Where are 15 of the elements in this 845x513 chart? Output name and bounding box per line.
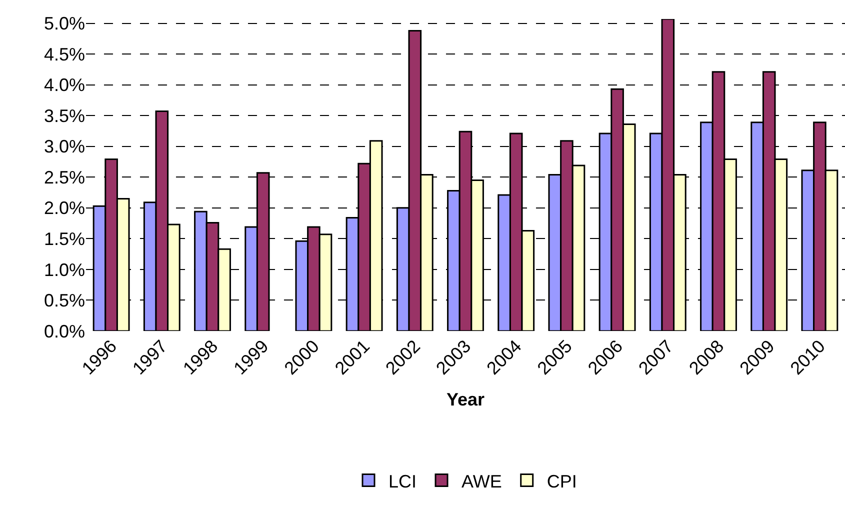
- y-tick-label: 5.0%: [44, 14, 85, 34]
- y-tick-label: 1.0%: [44, 260, 85, 280]
- y-tick-label: 0.0%: [44, 321, 85, 342]
- y-tick-label: 4.5%: [44, 44, 85, 64]
- x-axis-title: Year: [446, 390, 485, 410]
- legend-label: AWE: [462, 471, 502, 492]
- y-tick-label: 2.5%: [44, 167, 85, 188]
- y-tick-label: 1.5%: [44, 228, 85, 249]
- legend-label: CPI: [546, 471, 577, 492]
- y-tick-label: 4.0%: [44, 75, 85, 96]
- y-tick-label: 0.5%: [44, 290, 85, 311]
- y-tick-label: 3.0%: [44, 136, 85, 157]
- legend-label: LCI: [388, 471, 417, 492]
- y-tick-label: 2.0%: [44, 198, 85, 218]
- y-tick-label: 3.5%: [44, 106, 85, 126]
